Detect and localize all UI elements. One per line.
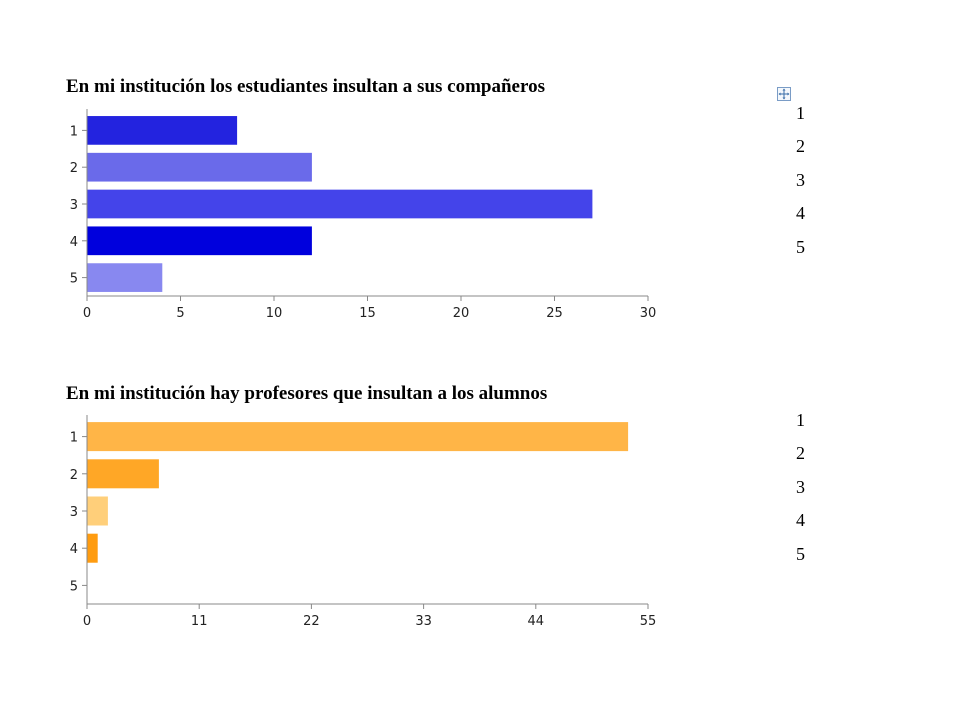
x-tick-label: 20 (453, 306, 470, 321)
y-tick-label: 3 (70, 198, 78, 213)
chart-1-legend: 1 2 3 4 5 (796, 103, 805, 270)
y-tick-label: 1 (70, 124, 78, 139)
bar (87, 152, 312, 182)
x-tick-label: 10 (266, 306, 283, 321)
y-tick-label: 1 (70, 431, 78, 446)
bar (87, 226, 312, 256)
x-tick-label: 44 (528, 614, 545, 629)
y-tick-label: 5 (70, 272, 78, 287)
legend-item: 2 (796, 136, 805, 157)
bar (87, 263, 163, 292)
legend-item: 4 (796, 510, 805, 531)
x-tick-label: 11 (191, 614, 208, 629)
legend-item: 2 (796, 443, 805, 464)
x-tick-label: 0 (83, 306, 91, 321)
y-tick-label: 3 (70, 505, 78, 520)
legend-item: 3 (796, 169, 805, 190)
x-tick-label: 25 (546, 306, 563, 321)
x-tick-label: 30 (640, 306, 657, 321)
y-tick-label: 4 (70, 542, 78, 557)
bar (87, 459, 159, 489)
legend-item: 3 (796, 476, 805, 497)
x-tick-label: 33 (415, 614, 432, 629)
legend-item: 1 (796, 103, 805, 123)
bar (87, 189, 593, 219)
legend-item: 5 (796, 543, 805, 564)
move-arrows-icon[interactable] (777, 87, 791, 101)
chart-1-plot: 1 2 3 4 5 0 5 10 15 20 25 30 (70, 109, 657, 321)
y-tick-label: 2 (70, 161, 78, 176)
bar (87, 422, 629, 452)
bar (87, 533, 98, 563)
x-tick-label: 22 (303, 614, 320, 629)
y-tick-label: 4 (70, 235, 78, 250)
y-tick-label: 2 (70, 468, 78, 483)
y-tick-label: 5 (70, 579, 78, 594)
legend-item: 4 (796, 203, 805, 224)
chart-2-legend: 1 2 3 4 5 (796, 410, 805, 577)
bar (87, 116, 238, 145)
x-tick-label: 0 (83, 614, 91, 629)
bar (87, 496, 108, 526)
legend-item: 5 (796, 236, 805, 257)
chart-1-title: En mi institución los estudiantes insult… (66, 76, 545, 97)
x-tick-label: 5 (176, 306, 184, 321)
x-tick-label: 15 (359, 306, 376, 321)
x-tick-label: 55 (640, 614, 657, 629)
legend-item: 1 (796, 410, 805, 430)
chart-2-title: En mi institución hay profesores que ins… (66, 383, 548, 404)
